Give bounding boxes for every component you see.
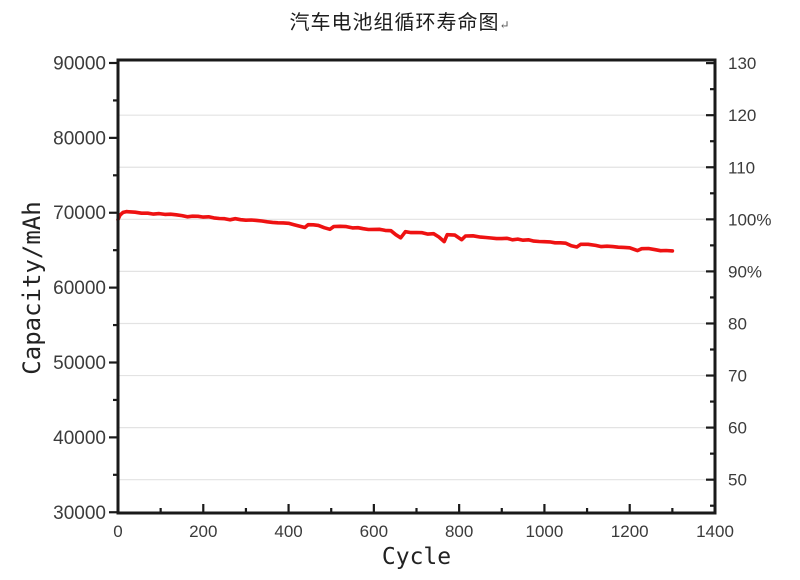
right-tick-label: 70	[728, 367, 747, 386]
right-axis: 130 120 110 100% 90% 80 70 60 50	[706, 54, 771, 507]
x-axis-title: Cycle	[381, 544, 452, 570]
x-tick-label: 400	[274, 522, 302, 541]
paragraph-return-icon: ↵	[499, 18, 511, 32]
x-tick-label: 1400	[696, 522, 734, 541]
capacity-line	[116, 209, 675, 253]
left-axis: 90000 80000 70000 60000 50000 40000 30000	[53, 53, 118, 524]
left-tick-label: 80000	[53, 128, 106, 149]
x-tick-label: 1000	[526, 522, 564, 541]
plot-frame-group	[116, 58, 717, 515]
gridlines	[119, 114, 714, 481]
right-tick-label: 60	[728, 419, 747, 438]
x-tick-label: 200	[189, 522, 217, 541]
x-tick-label: 0	[113, 522, 122, 541]
right-tick-label: 50	[728, 471, 747, 490]
x-axis: 0 200 400 600 800 1000 1200 1400	[113, 504, 734, 541]
left-tick-label: 40000	[53, 428, 106, 449]
left-tick-label: 70000	[53, 203, 106, 224]
right-tick-label: 120	[728, 106, 756, 125]
chart-title: 汽车电池组循环寿命图↵	[0, 6, 800, 35]
plot-frame	[116, 58, 717, 515]
chart-title-text: 汽车电池组循环寿命图	[289, 10, 500, 34]
right-tick-label: 90%	[728, 262, 762, 281]
x-tick-label: 1200	[611, 522, 649, 541]
right-tick-label: 80	[728, 314, 747, 333]
right-tick-label: 100%	[728, 210, 771, 229]
x-tick-label: 800	[445, 522, 473, 541]
left-tick-label: 30000	[53, 503, 106, 524]
x-tick-label: 600	[360, 522, 388, 541]
series-capacity	[116, 209, 675, 253]
right-tick-label: 130	[728, 54, 756, 73]
left-axis-title: Capacity/mAh	[18, 201, 46, 375]
left-tick-label: 50000	[53, 353, 106, 374]
right-tick-label: 110	[728, 158, 755, 177]
left-tick-label: 90000	[53, 53, 106, 74]
left-tick-label: 60000	[53, 278, 106, 299]
